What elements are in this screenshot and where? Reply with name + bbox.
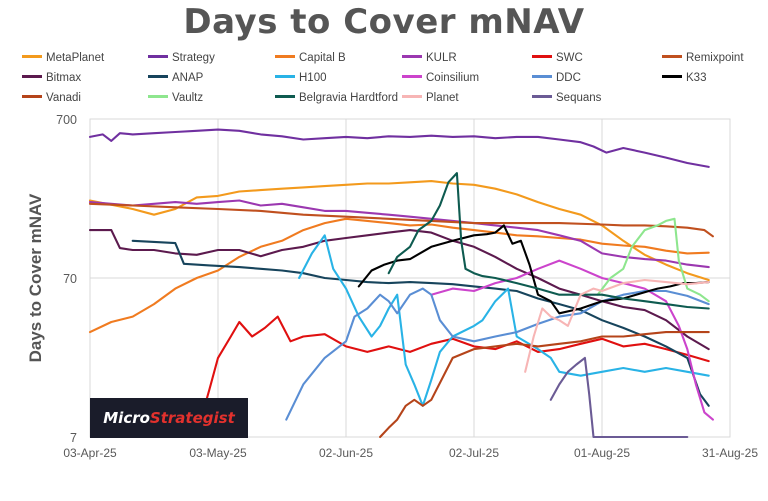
legend-swatch — [402, 55, 422, 59]
legend-label: DDC — [556, 72, 581, 84]
legend-label: H100 — [299, 72, 327, 84]
series-line-kulr — [88, 199, 710, 269]
legend-item-belgravia-hardtford: Belgravia Hardtford — [275, 92, 398, 104]
legend-label: MetaPlanet — [46, 52, 105, 64]
series-line-sequans — [549, 356, 689, 439]
legend-item-bitmax: Bitmax — [22, 72, 81, 84]
legend-item-anap: ANAP — [148, 72, 203, 84]
legend-swatch — [662, 55, 682, 59]
legend-item-kulr: KULR — [402, 52, 457, 64]
legend-label: Remixpoint — [686, 52, 744, 64]
legend-item-vanadi: Vanadi — [22, 92, 81, 104]
legend-swatch — [275, 95, 295, 99]
series-line-vanadi — [379, 331, 710, 439]
series-line-vaultz — [596, 217, 710, 303]
legend-item-ddc: DDC — [532, 72, 581, 84]
legend-swatch — [275, 75, 295, 79]
legend-swatch — [148, 55, 168, 59]
legend-swatch — [22, 75, 42, 79]
legend-swatch — [275, 55, 295, 59]
legend-item-planet: Planet — [402, 92, 459, 104]
legend-label: Sequans — [556, 92, 602, 104]
legend-label: ANAP — [172, 72, 204, 84]
legend-label: Vaultz — [172, 92, 204, 104]
legend-item-swc: SWC — [532, 52, 583, 64]
legend-swatch — [402, 95, 422, 99]
x-tick-label: 03-May-25 — [189, 446, 247, 460]
legend-label: Planet — [426, 92, 459, 104]
series-line-remixpoint — [88, 202, 714, 238]
legend-label: Bitmax — [46, 72, 82, 84]
x-tick-label: 01-Aug-25 — [574, 446, 630, 460]
legend-swatch — [532, 75, 552, 79]
legend-label: K33 — [686, 72, 707, 84]
legend-swatch — [148, 75, 168, 79]
legend-item-coinsilium: Coinsilium — [402, 72, 479, 84]
legend-swatch — [22, 55, 42, 59]
axis-layer: 03-Apr-25 03-May-25 02-Jun-25 02-Jul-25 01-A… — [56, 113, 758, 460]
series-line-anap — [131, 239, 710, 407]
legend-swatch — [402, 75, 422, 79]
legend-item-h100: H100 — [275, 72, 327, 84]
microstrategist-logo: Micro Strategist — [90, 398, 248, 438]
series-line-capital-b — [88, 217, 710, 334]
x-tick-label: 02-Jun-25 — [319, 446, 373, 460]
logo-text-micro: Micro — [103, 409, 150, 427]
legend-label: Belgravia Hardtford — [299, 92, 399, 104]
x-tick-label: 03-Apr-25 — [63, 446, 117, 460]
series-line-planet — [524, 278, 710, 373]
legend-label: KULR — [426, 52, 457, 64]
legend-item-capital-b: Capital B — [275, 52, 346, 64]
series-line-swc — [199, 315, 710, 421]
y-tick-label: 700 — [56, 113, 77, 127]
legend-label: Coinsilium — [426, 72, 480, 84]
series-line-k33 — [357, 224, 710, 315]
legend-swatch — [662, 75, 682, 79]
legend-item-sequans: Sequans — [532, 92, 601, 104]
legend-label: Strategy — [172, 52, 215, 64]
series-layer — [88, 128, 714, 439]
chart-title: Days to Cover mNAV — [183, 2, 585, 42]
series-line-metaplanet — [88, 180, 710, 282]
legend-item-k33: K33 — [662, 72, 706, 84]
series-line-belgravia-hardtford — [387, 172, 710, 310]
legend-item-remixpoint: Remixpoint — [662, 52, 744, 64]
logo-text-strategist: Strategist — [149, 409, 235, 427]
legend-item-strategy: Strategy — [148, 52, 215, 64]
legend-swatch — [532, 95, 552, 99]
legend-swatch — [148, 95, 168, 99]
y-tick-label: 7 — [70, 431, 77, 445]
legend-swatch — [22, 95, 42, 99]
legend-item-metaplanet: MetaPlanet — [22, 52, 104, 64]
legend-label: Vanadi — [46, 92, 81, 104]
x-tick-label: 02-Jul-25 — [449, 446, 499, 460]
series-line-coinsilium — [430, 259, 714, 421]
legend-label: SWC — [556, 52, 583, 64]
legend-label: Capital B — [299, 52, 346, 64]
series-line-bitmax — [88, 229, 710, 351]
y-tick-label: 70 — [63, 272, 77, 286]
x-tick-label: 31-Aug-25 — [702, 446, 758, 460]
legend-swatch — [532, 55, 552, 59]
series-line-ddc — [285, 287, 710, 421]
grid-lines — [90, 119, 730, 437]
legend-item-vaultz: Vaultz — [148, 92, 203, 104]
series-line-strategy — [88, 128, 710, 168]
y-axis-label: Days to Cover mNAV — [26, 193, 45, 362]
